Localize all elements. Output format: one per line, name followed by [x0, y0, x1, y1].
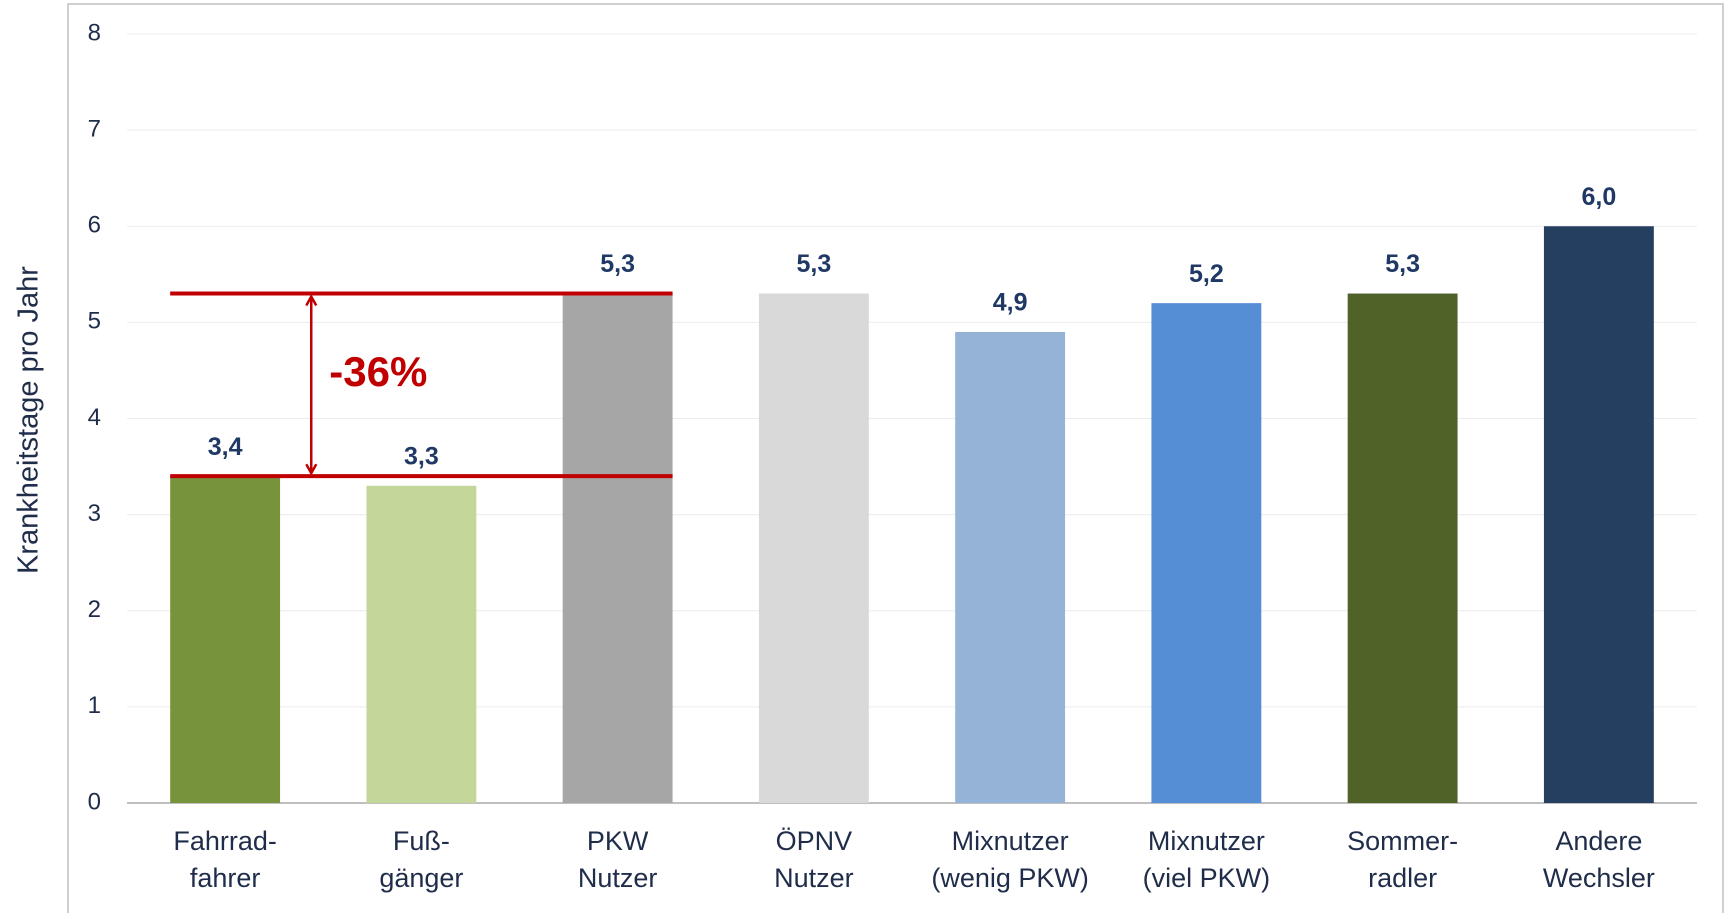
y-tick-label: 6 — [88, 212, 101, 239]
x-tick-label: Mixnutzer (wenig PKW) — [931, 826, 1089, 893]
bar — [170, 476, 281, 803]
bar — [1151, 303, 1262, 803]
y-tick-label: 7 — [88, 115, 101, 142]
x-tick-label-line: PKW — [587, 826, 649, 856]
value-label: 5,3 — [600, 250, 635, 278]
bar — [1347, 293, 1458, 803]
bar — [366, 485, 477, 803]
y-tick-label: 2 — [88, 596, 101, 623]
x-tick-label: Fuß-gänger — [379, 826, 463, 893]
x-tick-label-line: Nutzer — [774, 863, 854, 893]
value-label: 5,3 — [1385, 250, 1420, 278]
bar — [758, 293, 869, 803]
x-tick-label-line: radler — [1368, 863, 1437, 893]
y-tick-label: 3 — [88, 500, 101, 527]
x-tick-label: ÖPNV Nutzer — [774, 826, 854, 893]
y-tick-label: 4 — [88, 404, 101, 431]
y-tick-label: 8 — [88, 19, 101, 46]
x-tick-label-line: Andere — [1555, 826, 1642, 856]
x-tick-label-line: Sommer- — [1347, 826, 1458, 856]
y-tick-label: 0 — [88, 788, 101, 815]
x-tick-label: Fahrrad-fahrer — [173, 826, 277, 893]
x-tick-label-line: Fahrrad- — [173, 826, 277, 856]
value-label: 5,2 — [1189, 260, 1224, 288]
x-tick-label: PKW Nutzer — [578, 826, 658, 893]
value-label: 3,3 — [404, 442, 439, 470]
bar — [562, 293, 673, 803]
x-tick-label-line: Mixnutzer — [952, 826, 1069, 856]
bar — [1543, 226, 1654, 803]
x-tick-label: Andere Wechsler — [1543, 826, 1655, 893]
x-tick-label-line: Nutzer — [578, 863, 658, 893]
x-tick-label-line: Wechsler — [1543, 863, 1655, 893]
value-label: 3,4 — [208, 433, 243, 461]
x-tick-label: Sommer-radler — [1347, 826, 1458, 893]
value-label: 5,3 — [796, 250, 831, 278]
value-label: 6,0 — [1581, 183, 1616, 211]
y-axis-label: Krankheitstage pro Jahr — [13, 266, 45, 574]
value-label: 4,9 — [993, 289, 1028, 317]
x-tick-label-line: (wenig PKW) — [931, 863, 1089, 893]
x-tick-label-line: Mixnutzer — [1148, 826, 1265, 856]
x-tick-label-line: ÖPNV — [776, 826, 853, 856]
x-tick-label: Mixnutzer (viel PKW) — [1143, 826, 1271, 893]
x-tick-label-line: fahrer — [190, 863, 261, 893]
y-tick-label: 5 — [88, 308, 101, 335]
frame — [67, 3, 1724, 913]
x-tick-label-line: gänger — [379, 863, 463, 893]
x-tick-label-line: (viel PKW) — [1143, 863, 1271, 893]
y-tick-label: 1 — [88, 692, 101, 719]
x-tick-label-line: Fuß- — [393, 826, 450, 856]
bar — [955, 331, 1066, 803]
annotation: -36% — [329, 348, 427, 395]
